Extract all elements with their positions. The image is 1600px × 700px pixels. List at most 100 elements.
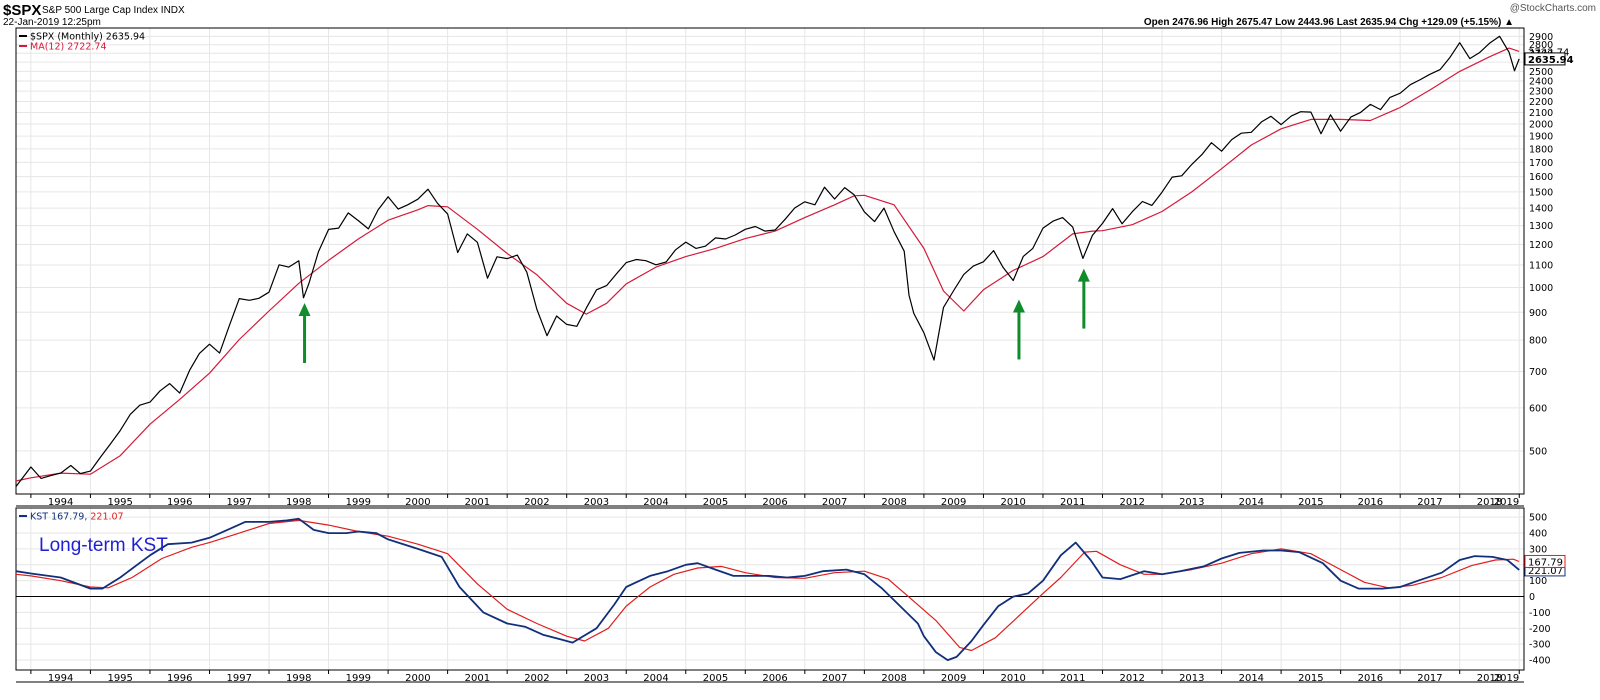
x-tick-label: 2018	[1477, 673, 1502, 684]
chart-date: 22-Jan-2019 12:25pm	[3, 17, 101, 28]
x-tick-label: 2016	[1358, 497, 1383, 508]
panel-frame-1	[15, 27, 1525, 495]
y-tick-label: -200	[1529, 624, 1551, 635]
y-tick-label: 400	[1529, 529, 1547, 540]
x-tick-label: 2004	[643, 497, 668, 508]
x-tick-label: 2003	[584, 673, 609, 684]
y-tick-label: 1700	[1529, 158, 1553, 169]
legend-entry: $SPX (Monthly) 2635.94	[30, 32, 145, 43]
green-arrow-head	[298, 303, 311, 317]
x-tick-label: 2006	[762, 673, 787, 684]
green-arrow-head	[1077, 268, 1090, 282]
x-tick-label: 1994	[48, 673, 73, 684]
x-tick-label: 2001	[465, 497, 490, 508]
x-tick-label: 2017	[1417, 497, 1442, 508]
x-tick-label: 1996	[167, 673, 192, 684]
x-tick-label: 2004	[643, 673, 668, 684]
series-line--spx-monthly-	[15, 35, 1520, 487]
x-tick-label: 2011	[1060, 497, 1085, 508]
x-tick-label: 2002	[524, 673, 549, 684]
x-tick-label: 2009	[941, 497, 966, 508]
x-tick-label: 1996	[167, 497, 192, 508]
y-tick-label: -100	[1529, 608, 1551, 619]
x-tick-label: 1999	[346, 497, 371, 508]
panel-frame-2	[15, 507, 1525, 671]
panel-frames	[15, 27, 1525, 683]
quote-summary: Open 2476.96 High 2675.47 Low 2443.96 La…	[1143, 17, 1514, 28]
chart-symbol: $SPX	[3, 2, 42, 19]
y-tick-label: 700	[1529, 367, 1547, 378]
legend-entry: MA(12) 2722.74	[30, 42, 107, 53]
y-tick-label: 1400	[1529, 204, 1553, 215]
x-tick-label: 2015	[1298, 497, 1323, 508]
x-tick-label: 2001	[465, 673, 490, 684]
y-tick-label: 2500	[1529, 67, 1553, 78]
x-tick-label: 1995	[107, 673, 132, 684]
x-tick-label: 1994	[48, 497, 73, 508]
x-tick-label: 2013	[1179, 497, 1204, 508]
y-tick-label: 1900	[1529, 132, 1553, 143]
last-value-label: 167.79	[1528, 557, 1563, 568]
y-tick-label: 500	[1529, 446, 1547, 457]
y-tick-label: -400	[1529, 656, 1551, 667]
x-tick-label: 2015	[1298, 673, 1323, 684]
x-tick-label: 1997	[227, 497, 252, 508]
x-tick-label: 1998	[286, 497, 311, 508]
y-tick-label: 600	[1529, 403, 1547, 414]
y-tick-label: 2000	[1529, 120, 1553, 131]
x-tick-label: 2007	[822, 497, 847, 508]
y-tick-label: 1300	[1529, 221, 1553, 232]
last-value-box	[1524, 554, 1566, 568]
x-tick-label: 2000	[405, 673, 430, 684]
annotation-arrows	[298, 268, 1090, 364]
y-tick-label: 1600	[1529, 172, 1553, 183]
x-tick-label: 2019	[1494, 673, 1519, 684]
y-tick-label: 1100	[1529, 260, 1553, 271]
green-arrow-head	[1012, 299, 1025, 313]
x-tick-label: 1997	[227, 673, 252, 684]
y-tick-label: 2400	[1529, 77, 1553, 88]
y-tick-label: -300	[1529, 640, 1551, 651]
y-tick-label: 1200	[1529, 240, 1553, 251]
y-tick-label: 900	[1529, 308, 1547, 319]
x-tick-label: 2005	[703, 673, 728, 684]
x-tick-label: 2012	[1120, 673, 1145, 684]
x-tick-label: 2008	[881, 673, 906, 684]
axis-labels: 1994 1995 1996 1997 1998 1999 2000 2001 2002 2003…	[30, 32, 1574, 684]
series-lines	[15, 35, 1524, 661]
x-tick-label: 2012	[1120, 497, 1145, 508]
x-tick-label: 2007	[822, 673, 847, 684]
series-line-ma-12-	[15, 47, 1520, 482]
x-tick-label: 1999	[346, 673, 371, 684]
x-tick-label: 2014	[1239, 673, 1264, 684]
x-tick-label: 2019	[1494, 497, 1519, 508]
x-tick-label: 2010	[1000, 497, 1025, 508]
y-tick-label: 100	[1529, 576, 1547, 587]
x-tick-label: 2000	[405, 497, 430, 508]
series-line-signal	[15, 519, 1520, 652]
y-tick-label: 1000	[1529, 283, 1553, 294]
y-tick-label: 2900	[1529, 32, 1553, 43]
x-tick-label: 2008	[881, 497, 906, 508]
x-tick-label: 2003	[584, 497, 609, 508]
x-tick-label: 2002	[524, 497, 549, 508]
x-tick-label: 2016	[1358, 673, 1383, 684]
y-tick-label: 1800	[1529, 144, 1553, 155]
x-tick-label: 2010	[1000, 673, 1025, 684]
grid-lines	[16, 28, 1524, 670]
y-tick-label: 300	[1529, 544, 1547, 555]
x-tick-label: 2018	[1477, 497, 1502, 508]
x-tick-label: 2009	[941, 673, 966, 684]
x-tick-label: 2006	[762, 497, 787, 508]
series-line-kst	[15, 517, 1520, 661]
y-tick-label: 2200	[1529, 97, 1553, 108]
x-tick-label: 1998	[286, 673, 311, 684]
brand-label: @StockCharts.com	[1509, 3, 1596, 14]
last-value-label: 221.07	[1528, 566, 1563, 577]
last-value-box	[1524, 52, 1566, 66]
y-tick-label: 500	[1529, 513, 1547, 524]
chart-description: S&P 500 Large Cap Index INDX	[42, 5, 185, 16]
x-tick-label: 1995	[107, 497, 132, 508]
x-tick-label: 2013	[1179, 673, 1204, 684]
